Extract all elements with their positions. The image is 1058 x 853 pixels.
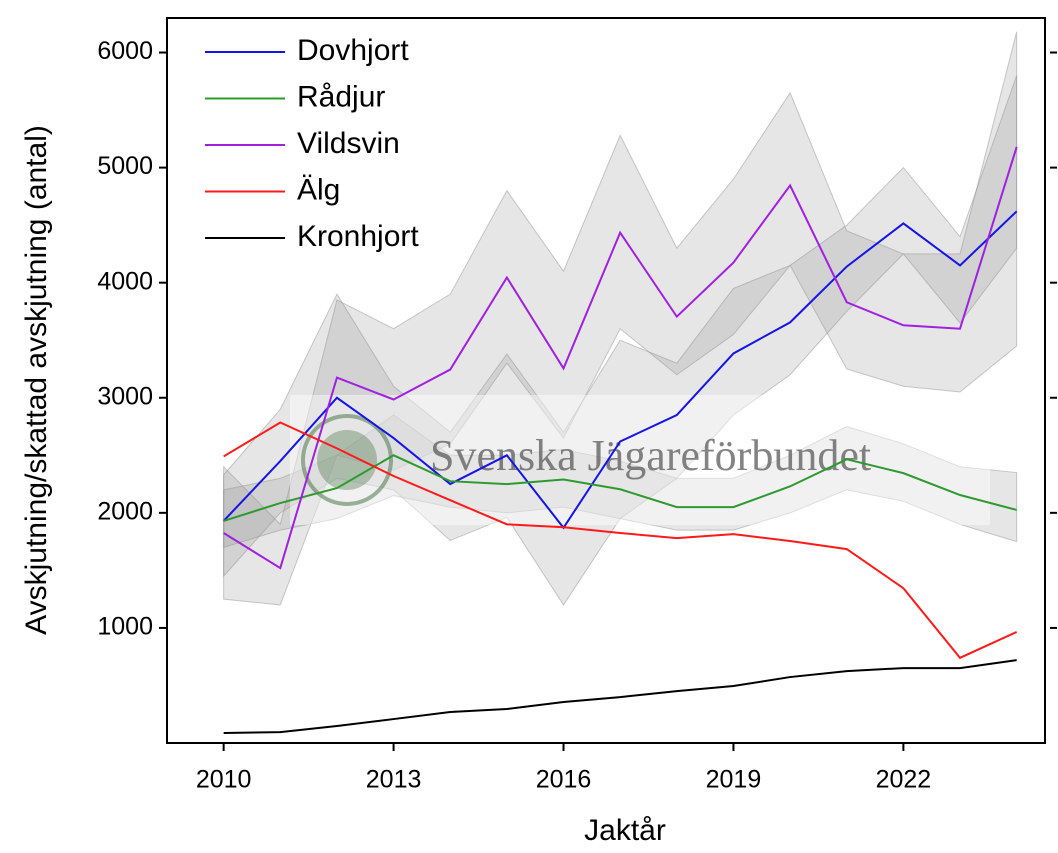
y-tick-label: 1000 — [97, 613, 153, 641]
legend-label: Kronhjort — [297, 220, 419, 253]
x-tick-label: 2022 — [876, 766, 932, 794]
watermark-logo-inner — [317, 430, 377, 490]
plot-frame — [166, 17, 1046, 744]
x-tick-label: 2013 — [366, 766, 422, 794]
watermark-logo — [301, 414, 393, 506]
series-line — [223, 421, 1018, 660]
x-axis-label: Jaktår — [584, 814, 666, 847]
legend-label: Dovhjort — [297, 34, 409, 67]
confidence-band — [223, 31, 1018, 606]
series-line — [223, 659, 1017, 734]
legend-label: Vildsvin — [297, 127, 400, 160]
x-tick-label: 2016 — [536, 766, 592, 794]
legend-label: Rådjur — [297, 80, 385, 113]
y-axis-label: Avskjutning/skattad avskjutning (antal) — [20, 125, 53, 635]
y-tick-label: 3000 — [97, 382, 153, 410]
watermark-text: Svenska Jägareförbundet — [430, 431, 871, 480]
y-tick-label: 6000 — [97, 37, 153, 65]
series-line — [223, 146, 1018, 570]
watermark-box — [290, 395, 990, 525]
y-tick-label: 2000 — [97, 497, 153, 525]
y-tick-label: 4000 — [97, 267, 153, 295]
x-tick-label: 2010 — [196, 766, 252, 794]
x-tick-label: 2019 — [706, 766, 762, 794]
y-tick-label: 5000 — [97, 152, 153, 180]
series-line — [222, 210, 1018, 530]
legend-label: Älg — [297, 173, 340, 206]
series-line — [223, 454, 1017, 522]
